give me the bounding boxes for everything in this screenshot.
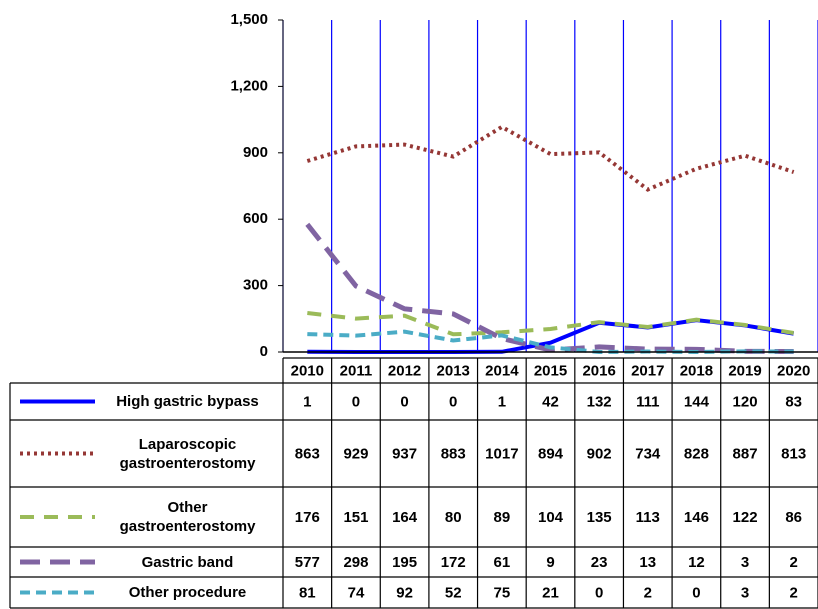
table-value: 902 [587,445,612,462]
table-value: 104 [538,509,564,526]
table-value: 0 [400,393,408,410]
table-value: 734 [635,445,661,462]
table-value: 813 [781,445,806,462]
table-value: 195 [392,554,417,571]
table-value: 9 [546,554,554,571]
table-value: 929 [343,445,368,462]
table-value: 89 [494,509,511,526]
x-tick-label: 2012 [388,362,421,379]
table-value: 0 [692,584,700,601]
table-value: 1 [498,393,506,410]
table-value: 86 [785,509,802,526]
table-value: 146 [684,509,709,526]
x-tick-label: 2016 [582,362,615,379]
x-tick-label: 2015 [534,362,567,379]
y-tick-label: 0 [260,343,268,360]
table-value: 132 [587,393,612,410]
table-value: 61 [494,554,511,571]
x-tick-label: 2014 [485,362,519,379]
table-value: 0 [595,584,603,601]
legend-label: High gastric bypass [116,393,259,410]
table-value: 0 [352,393,360,410]
table-value: 13 [639,554,656,571]
x-tick-label: 2013 [437,362,470,379]
table-value: 23 [591,554,608,571]
series-line [306,124,795,192]
table-value: 92 [396,584,413,601]
table-value: 12 [688,554,705,571]
table-value: 2 [790,584,798,601]
table-value: 2 [644,584,652,601]
table-value: 2 [790,554,798,571]
x-tick-label: 2020 [777,362,810,379]
table-value: 894 [538,445,564,462]
table-value: 52 [445,584,462,601]
y-tick-label: 900 [243,144,268,161]
table-value: 21 [542,584,559,601]
legend-label: Other gastroenterostomy [119,499,256,535]
table-value: 1 [303,393,311,410]
table-value: 176 [295,509,320,526]
table-value: 172 [441,554,466,571]
table-value: 937 [392,445,417,462]
table-value: 164 [392,509,418,526]
table-value: 298 [343,554,368,571]
table-value: 3 [741,554,749,571]
x-tick-label: 2017 [631,362,664,379]
table-value: 135 [587,509,612,526]
table-value: 111 [636,393,659,410]
y-tick-label: 1,200 [230,77,268,94]
table-value: 122 [733,509,758,526]
table-value: 75 [494,584,511,601]
y-tick-label: 1,500 [230,11,268,28]
x-tick-label: 2018 [680,362,713,379]
table-value: 81 [299,584,316,601]
legend-label: Gastric band [141,553,234,571]
table-value: 1017 [485,445,518,462]
table-value: 151 [343,509,368,526]
table-value: 577 [295,554,320,571]
y-tick-label: 600 [243,210,268,227]
table-value: 83 [785,393,802,410]
legend-label: Other procedure [128,584,247,601]
table-value: 828 [684,445,709,462]
table-value: 863 [295,445,320,462]
table-value: 42 [542,393,559,410]
legend-label: Laparoscopic gastroenterostomy [119,435,256,472]
x-tick-label: 2019 [728,362,761,379]
y-tick-label: 300 [243,277,268,294]
table-value: 887 [733,445,758,462]
table-value: 883 [441,445,466,462]
table-value: 80 [445,509,462,526]
table-value: 144 [684,393,710,410]
table-value: 3 [741,584,749,601]
series-line [307,311,795,337]
table-value: 113 [636,509,660,526]
series-line [305,222,794,355]
x-tick-label: 2010 [291,362,324,379]
x-tick-label: 2011 [340,362,373,379]
table-value: 120 [733,393,758,410]
table-value: 0 [449,393,457,410]
table-value: 74 [348,584,365,601]
